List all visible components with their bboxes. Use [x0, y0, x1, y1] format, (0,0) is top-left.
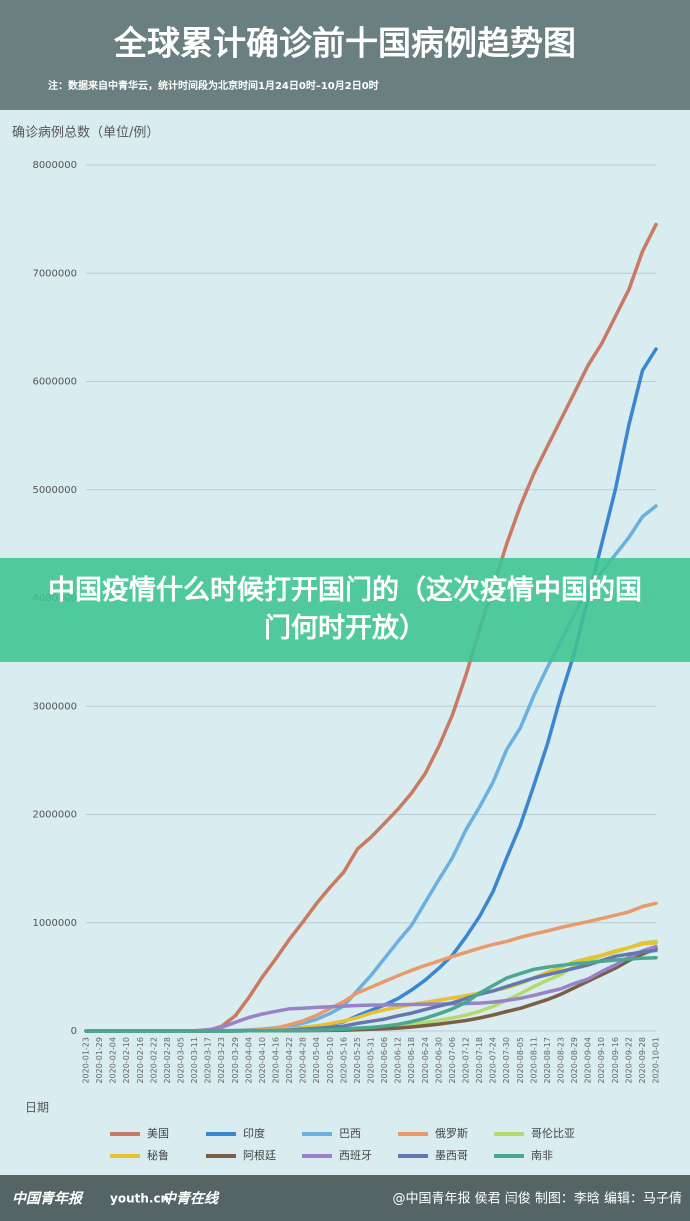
x-tick-label: 2020-06-12	[394, 1037, 403, 1084]
legend-label: 俄罗斯	[435, 1127, 468, 1140]
y-tick-label: 3000000	[32, 701, 77, 712]
x-tick-label: 2020-06-24	[421, 1037, 430, 1084]
x-tick-label: 2020-03-23	[217, 1037, 226, 1084]
x-tick-label: 2020-05-10	[326, 1037, 335, 1084]
x-tick-label: 2020-08-23	[557, 1037, 566, 1084]
banner-text: 中国疫情什么时候打开国门的（这次疫情中国的国门何时开放）	[48, 575, 642, 644]
footer-band	[0, 1175, 690, 1221]
x-tick-label: 2020-01-23	[82, 1037, 91, 1084]
x-tick-label: 2020-06-06	[380, 1037, 389, 1084]
x-tick-label: 2020-08-05	[516, 1037, 525, 1084]
legend-label: 哥伦比亚	[531, 1126, 575, 1140]
x-tick-label: 2020-02-10	[122, 1037, 131, 1084]
credit: @中国青年报 侯君 闫俊 制图：李晗 编辑：马子倩	[392, 1191, 682, 1207]
legend-label: 印度	[243, 1126, 265, 1140]
legend-label: 美国	[147, 1127, 169, 1140]
x-tick-label: 2020-08-11	[529, 1037, 538, 1084]
y-tick-label: 7000000	[32, 268, 77, 279]
x-tick-label: 2020-09-10	[597, 1037, 606, 1084]
x-tick-label: 2020-04-10	[258, 1037, 267, 1084]
x-tick-label: 2020-07-24	[489, 1037, 498, 1084]
x-tick-label: 2020-02-22	[149, 1037, 158, 1084]
x-tick-label: 2020-04-16	[272, 1037, 281, 1084]
y-tick-label: 8000000	[32, 160, 77, 171]
x-tick-label: 2020-10-01	[652, 1037, 661, 1084]
x-tick-label: 2020-04-04	[244, 1037, 253, 1084]
chart-subtitle: 注：数据来自中青华云，统计时间段为北京时间1月24日0时–10月2日0时	[48, 79, 379, 92]
x-tick-label: 2020-05-25	[353, 1037, 362, 1084]
x-tick-label: 2020-02-04	[109, 1037, 118, 1084]
x-tick-label: 2020-02-28	[163, 1037, 172, 1084]
chart-title: 全球累计确诊前十国病例趋势图	[113, 24, 576, 63]
x-tick-label: 2020-05-16	[339, 1037, 348, 1084]
legend-label: 秘鲁	[147, 1148, 169, 1162]
y-tick-label: 1000000	[32, 918, 77, 929]
logo: 中国青年报	[12, 1190, 84, 1207]
legend-label: 巴西	[339, 1127, 361, 1140]
x-tick-label: 2020-08-17	[543, 1037, 552, 1084]
x-tick-label: 2020-06-30	[434, 1037, 443, 1084]
y-tick-label: 6000000	[32, 377, 77, 388]
x-tick-label: 2020-05-31	[367, 1037, 376, 1084]
y-tick-label: 0	[71, 1026, 77, 1037]
y-axis-title: 确诊病例总数（单位/例）	[12, 126, 159, 141]
x-axis-title: 日期	[25, 1101, 49, 1115]
x-tick-label: 2020-07-18	[475, 1037, 484, 1084]
series-line	[84, 946, 658, 1033]
legend-label: 西班牙	[339, 1149, 372, 1162]
banner: 中国疫情什么时候打开国门的（这次疫情中国的国门何时开放）	[0, 558, 690, 662]
x-tick-label: 2020-07-30	[502, 1037, 511, 1084]
y-tick-label: 5000000	[32, 485, 77, 496]
legend-label: 南非	[531, 1149, 553, 1162]
legend-label: 墨西哥	[435, 1149, 468, 1162]
legend-label: 阿根廷	[243, 1148, 276, 1162]
y-tick-label: 2000000	[32, 810, 77, 821]
x-tick-label: 2020-03-05	[177, 1037, 186, 1084]
x-tick-label: 2020-04-28	[299, 1037, 308, 1084]
x-tick-label: 2020-06-18	[407, 1037, 416, 1084]
x-tick-label: 2020-01-29	[95, 1037, 104, 1084]
x-tick-label: 2020-03-29	[231, 1037, 240, 1084]
x-tick-label: 2020-09-22	[624, 1037, 633, 1084]
logo: youth.cn	[110, 1192, 169, 1206]
footer: 中国青年报 youth.cn 中青在线 @中国青年报 侯君 闫俊 制图：李晗 编…	[12, 1190, 682, 1207]
x-tick-label: 2020-04-22	[285, 1037, 294, 1084]
x-tick-label: 2020-05-04	[312, 1037, 321, 1084]
x-tick-label: 2020-07-12	[462, 1037, 471, 1084]
series-line	[84, 955, 658, 1033]
series-line	[84, 347, 658, 1033]
x-tick-label: 2020-09-16	[611, 1037, 620, 1084]
x-tick-label: 2020-08-29	[570, 1037, 579, 1084]
x-tick-label: 2020-09-28	[638, 1037, 647, 1084]
header-band	[0, 0, 690, 110]
logo: 中青在线	[162, 1190, 220, 1207]
x-tick-label: 2020-07-06	[448, 1037, 457, 1084]
x-tick-label: 2020-02-16	[136, 1037, 145, 1084]
x-tick-label: 2020-09-04	[584, 1037, 593, 1084]
x-tick-label: 2020-03-11	[190, 1037, 199, 1084]
x-tick-label: 2020-03-17	[204, 1037, 213, 1084]
